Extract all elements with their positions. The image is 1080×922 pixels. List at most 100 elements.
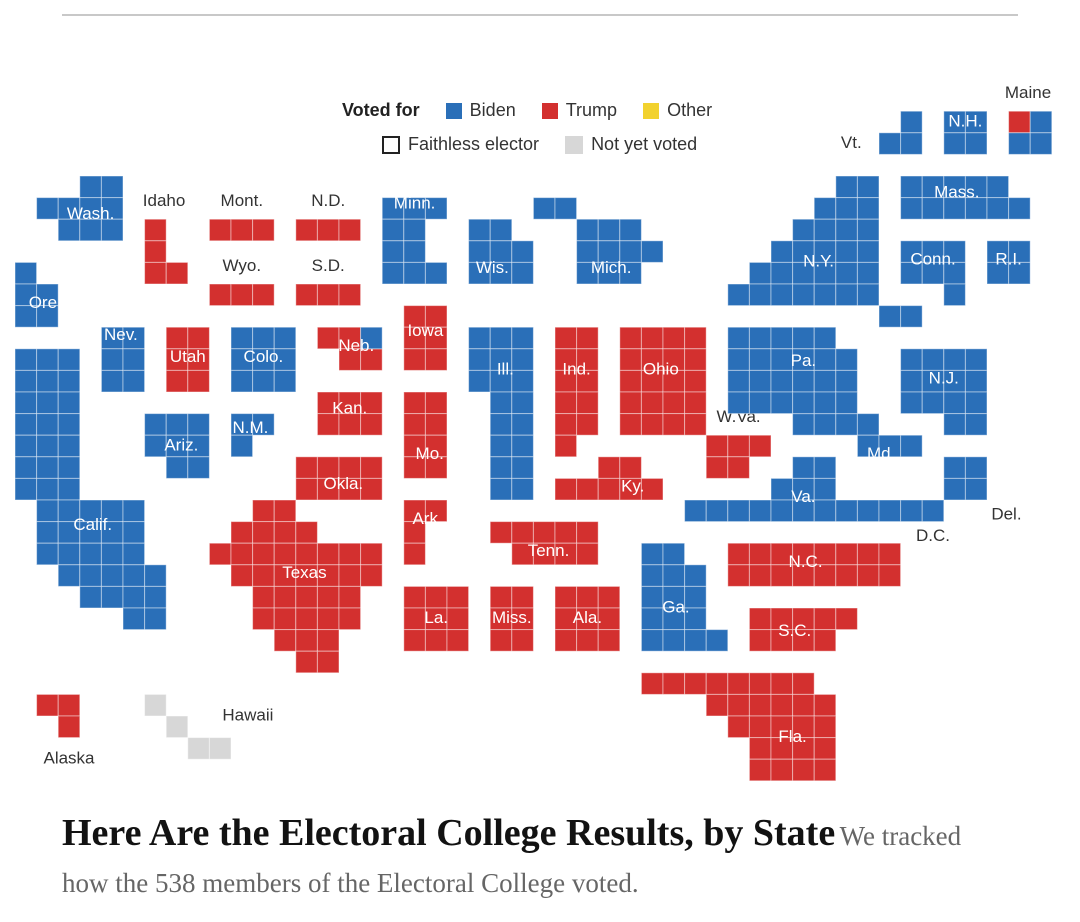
state-hi[interactable]: Hawaii — [144, 693, 274, 760]
elector-tile-wi — [511, 261, 534, 285]
state-label-wi: Wis. — [476, 258, 509, 277]
elector-tile-il — [489, 477, 513, 501]
headline[interactable]: Here Are the Electoral College Results, … — [62, 812, 836, 854]
state-pa[interactable]: Pa. — [727, 326, 858, 415]
elector-tile-wa — [100, 175, 124, 199]
state-vt[interactable]: Vt. — [841, 110, 923, 155]
state-label-ms: Miss. — [492, 608, 532, 627]
elector-tile-fl — [727, 693, 750, 717]
elector-tile-tx — [252, 585, 275, 609]
elector-tile-ct — [900, 261, 923, 285]
state-mo[interactable]: Mo. — [403, 391, 448, 479]
elector-tile-la — [446, 629, 470, 652]
elector-tile-nj — [921, 391, 945, 415]
elector-tile-la — [403, 585, 426, 609]
state-label-mt: Mont. — [221, 191, 264, 210]
state-tx[interactable]: Texas — [208, 499, 383, 674]
state-ca[interactable]: Calif. — [14, 348, 167, 631]
state-nj[interactable]: N.J. — [900, 348, 988, 436]
state-sc[interactable]: S.C. — [748, 607, 858, 652]
state-wa[interactable]: Wash. — [36, 175, 124, 242]
elector-tile-nj — [943, 413, 966, 436]
state-al[interactable]: Ala. — [554, 585, 621, 652]
elector-tile-wi — [468, 218, 491, 242]
state-ny[interactable]: N.Y. — [727, 175, 923, 328]
state-ia[interactable]: Iowa — [403, 305, 448, 371]
headline-block[interactable]: Here Are the Electoral College Results, … — [62, 812, 962, 909]
elector-tile-ca — [100, 542, 124, 566]
elector-tile-va — [684, 499, 707, 523]
elector-tile-fl — [770, 672, 794, 695]
state-fl[interactable]: Fla. — [640, 672, 837, 782]
state-de[interactable]: Del. — [943, 456, 1022, 524]
state-wi[interactable]: Wis. — [468, 218, 534, 285]
state-ok[interactable]: Okla. — [295, 456, 383, 501]
state-in[interactable]: Ind. — [554, 326, 599, 458]
state-ak[interactable]: Alaska — [36, 693, 95, 768]
state-wy[interactable]: Wyo. — [208, 256, 275, 307]
elector-tile-fl — [792, 693, 815, 717]
elector-tile-wa — [100, 218, 124, 242]
state-la[interactable]: La. — [403, 585, 470, 652]
state-mt[interactable]: Mont. — [208, 191, 275, 242]
elector-tile-ga — [684, 629, 707, 652]
elector-tile-tn — [511, 542, 534, 566]
elector-tile-ny — [813, 218, 837, 242]
elector-tile-tx — [273, 585, 297, 609]
state-ne[interactable]: Neb. — [316, 326, 383, 371]
elector-tile-md — [900, 434, 923, 458]
state-sd[interactable]: S.D. — [295, 256, 362, 307]
elector-tile-oh — [619, 326, 642, 350]
state-co[interactable]: Colo. — [230, 326, 297, 393]
state-ar[interactable]: Ark. — [403, 499, 448, 566]
state-label-mi: Mich. — [591, 258, 632, 277]
elector-tile-mo — [424, 413, 448, 436]
state-nv[interactable]: Nev. — [100, 325, 146, 393]
elector-tile-ny — [813, 197, 837, 220]
state-ms[interactable]: Miss. — [489, 585, 534, 652]
state-me[interactable]: Maine — [1005, 83, 1053, 155]
state-ks[interactable]: Kan. — [316, 391, 383, 436]
state-oh[interactable]: Ohio — [619, 326, 707, 436]
state-id[interactable]: Idaho — [143, 191, 189, 285]
state-nd[interactable]: N.D. — [295, 191, 362, 242]
state-nh[interactable]: N.H. — [943, 110, 988, 155]
elector-tile-ga — [662, 629, 686, 652]
elector-tile-tx — [338, 564, 362, 587]
state-ct[interactable]: Conn. — [900, 240, 966, 307]
state-dc[interactable]: D.C. — [878, 499, 950, 545]
elector-tile-il — [468, 348, 491, 371]
state-or[interactable]: Ore. — [14, 261, 62, 328]
state-az[interactable]: Ariz. — [144, 413, 210, 479]
state-ut[interactable]: Utah — [165, 326, 210, 393]
elector-tile-tn — [554, 521, 578, 544]
elector-tile-in — [576, 391, 599, 415]
state-wv[interactable]: W.Va. — [705, 407, 772, 479]
elector-tile-mn — [381, 218, 405, 242]
state-nm[interactable]: N.M. — [230, 413, 275, 458]
legend-label-trump: Trump — [565, 100, 618, 120]
state-ky[interactable]: Ky. — [554, 456, 664, 501]
elector-tile-nj — [964, 369, 988, 393]
elector-tile-mi — [576, 261, 599, 285]
state-mn[interactable]: Minn. — [381, 193, 448, 285]
state-mi[interactable]: Mich. — [532, 197, 664, 285]
state-nc[interactable]: N.C. — [727, 542, 902, 587]
state-ma[interactable]: Mass. — [900, 175, 1031, 220]
elector-tile-me — [1008, 110, 1031, 134]
elector-tile-pa — [770, 391, 794, 415]
elector-tile-nj — [921, 348, 945, 371]
state-il[interactable]: Ill. — [468, 326, 534, 501]
elector-tile-tx — [208, 542, 232, 566]
elector-tile-il — [511, 326, 534, 350]
elector-tile-mo — [424, 456, 448, 479]
state-tn[interactable]: Tenn. — [489, 521, 599, 566]
elector-tile-ca — [57, 391, 81, 415]
elector-tile-il — [511, 369, 534, 393]
state-va[interactable]: Va. — [684, 456, 880, 523]
dek: We tracked how the 538 members of the El… — [62, 821, 962, 898]
state-ri[interactable]: R.I. — [986, 240, 1031, 285]
elector-tile-oh — [640, 326, 664, 350]
state-ga[interactable]: Ga. — [640, 542, 729, 652]
state-md[interactable]: Md. — [792, 413, 923, 463]
